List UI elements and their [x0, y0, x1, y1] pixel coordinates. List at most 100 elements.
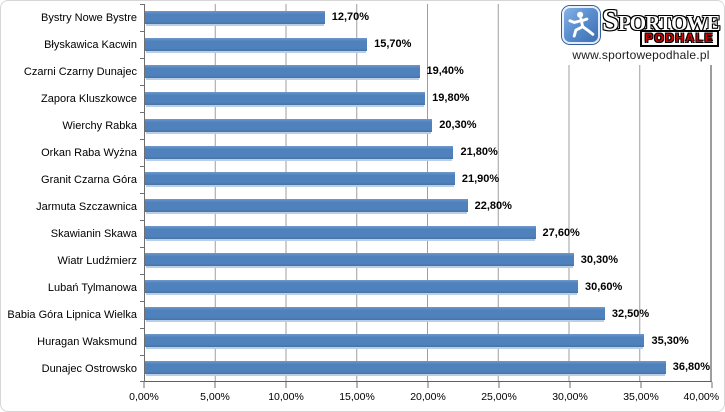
category-label: Jarmuta Szczawnica [36, 200, 137, 213]
y-tick-mark [140, 57, 145, 59]
bar [145, 253, 574, 267]
bar [145, 118, 433, 132]
x-tick-label: 25,00% [481, 391, 517, 403]
bar-row: 22,80% [145, 192, 711, 219]
value-label: 12,70% [331, 11, 370, 24]
chart-body: Bystry Nowe Bystre Błyskawica Kacwin Czarn… [1, 4, 724, 382]
category-label: Skawianin Skawa [50, 227, 137, 240]
value-label: 22,80% [474, 199, 512, 212]
value-label: 21,90% [461, 172, 500, 185]
x-tick-label: 20,00% [410, 391, 446, 403]
plot-area: 12,70% 15,70% 19,40% 19,80% 20,30% 21,80% 21,9… [144, 4, 712, 382]
value-label: 30,60% [584, 280, 623, 293]
category-label: Babia Góra Lipnica Wielka [7, 308, 137, 321]
x-tick-label: 5,00% [200, 391, 230, 403]
x-tick-mark [711, 382, 713, 388]
value-label: 19,80% [432, 92, 470, 105]
bar [145, 37, 368, 51]
value-label: 19,40% [426, 65, 464, 78]
value-axis: 0,00% 5,00% 10,00% 15,00% 20,00% 25,00% 30,00%… [129, 382, 719, 410]
category-label: Granit Czarna Góra [41, 173, 137, 186]
y-tick-mark [140, 274, 145, 275]
y-tick-mark [140, 381, 145, 382]
bar-row: 19,80% [145, 85, 711, 112]
bar-row: 27,60% [145, 219, 711, 246]
runner-icon [562, 6, 600, 44]
x-tick-label: 0,00% [129, 391, 159, 403]
value-label: 21,80% [460, 146, 498, 159]
y-tick-mark [140, 355, 145, 356]
bar-row: 20,30% [145, 112, 711, 139]
bar-row: 30,30% [145, 246, 711, 273]
bar [145, 172, 455, 186]
x-tick-label: 30,00% [552, 391, 588, 403]
bar-row: 12,70% [145, 4, 711, 31]
x-tick-mark [498, 382, 500, 388]
y-tick-mark [140, 301, 145, 302]
category-label: Huragan Waksmund [37, 335, 137, 348]
bar-row: 21,80% [145, 139, 711, 166]
value-label: 36,80% [672, 361, 711, 374]
bar [145, 199, 468, 213]
x-tick-mark [143, 382, 145, 388]
value-label: 30,30% [580, 253, 619, 266]
x-tick-label: 15,00% [339, 391, 375, 403]
bar-row: 36,80% [145, 354, 711, 381]
value-label: 35,30% [651, 334, 689, 347]
category-label: Czarni Czarny Dunajec [23, 65, 137, 78]
category-label: Orkan Raba Wyżna [41, 146, 137, 159]
logo-top: SPORTOWE PODHALE [559, 3, 723, 47]
y-tick-mark [140, 166, 145, 167]
value-label: 20,30% [439, 119, 477, 132]
logo-subtitle-badge: PODHALE [639, 30, 719, 47]
category-label: Bystry Nowe Bystre [41, 11, 137, 24]
bar-row: 19,40% [145, 58, 711, 85]
x-tick-label: 40,00% [683, 391, 720, 403]
y-tick-mark [140, 85, 145, 86]
y-tick-mark [140, 111, 145, 113]
x-tick-label: 35,00% [623, 391, 659, 403]
sportowe-podhale-logo: SPORTOWE PODHALE www.sportowepodhale.pl [559, 3, 723, 65]
value-label: 15,70% [374, 38, 412, 51]
bar [145, 145, 454, 159]
y-tick-mark [140, 30, 145, 32]
bar-row: 15,70% [145, 31, 711, 58]
logo-title: SPORTOWE [602, 3, 721, 37]
category-label: Lubań Tylmanowa [47, 281, 137, 294]
bar [145, 307, 605, 321]
category-label: Wierchy Rabka [62, 119, 137, 132]
bar [145, 64, 420, 78]
y-tick-mark [140, 4, 145, 5]
bar-row: 35,30% [145, 327, 711, 354]
bar [145, 10, 325, 24]
category-label: Błyskawica Kacwin [44, 38, 137, 51]
x-tick-mark [569, 382, 571, 388]
bar [145, 280, 578, 294]
y-tick-mark [140, 247, 145, 248]
x-tick-mark [640, 382, 642, 388]
y-tick-mark [140, 139, 145, 140]
y-tick-mark [140, 219, 145, 221]
logo-url: www.sportowepodhale.pl [572, 48, 710, 62]
bar-row: 30,60% [145, 273, 711, 300]
category-axis: Bystry Nowe Bystre Błyskawica Kacwin Czarn… [1, 4, 144, 382]
x-tick-label: 10,00% [268, 391, 304, 403]
value-label: 27,60% [542, 226, 580, 239]
y-tick-mark [140, 328, 145, 329]
x-tick-mark [285, 382, 287, 388]
bar [145, 360, 666, 374]
x-tick-mark [356, 382, 358, 388]
category-label: Zapora Kluszkowce [41, 92, 137, 105]
bar [145, 91, 426, 105]
x-tick-mark [214, 382, 216, 388]
bar [145, 226, 536, 240]
value-label: 32,50% [611, 307, 650, 320]
logo-text: SPORTOWE PODHALE [602, 3, 723, 47]
bar [145, 334, 645, 348]
bar-row: 32,50% [145, 300, 711, 327]
bar-row: 21,90% [145, 166, 711, 193]
y-tick-mark [140, 193, 145, 194]
category-label: Wiatr Ludźmierz [57, 254, 137, 267]
category-label: Dunajec Ostrowsko [41, 362, 137, 375]
